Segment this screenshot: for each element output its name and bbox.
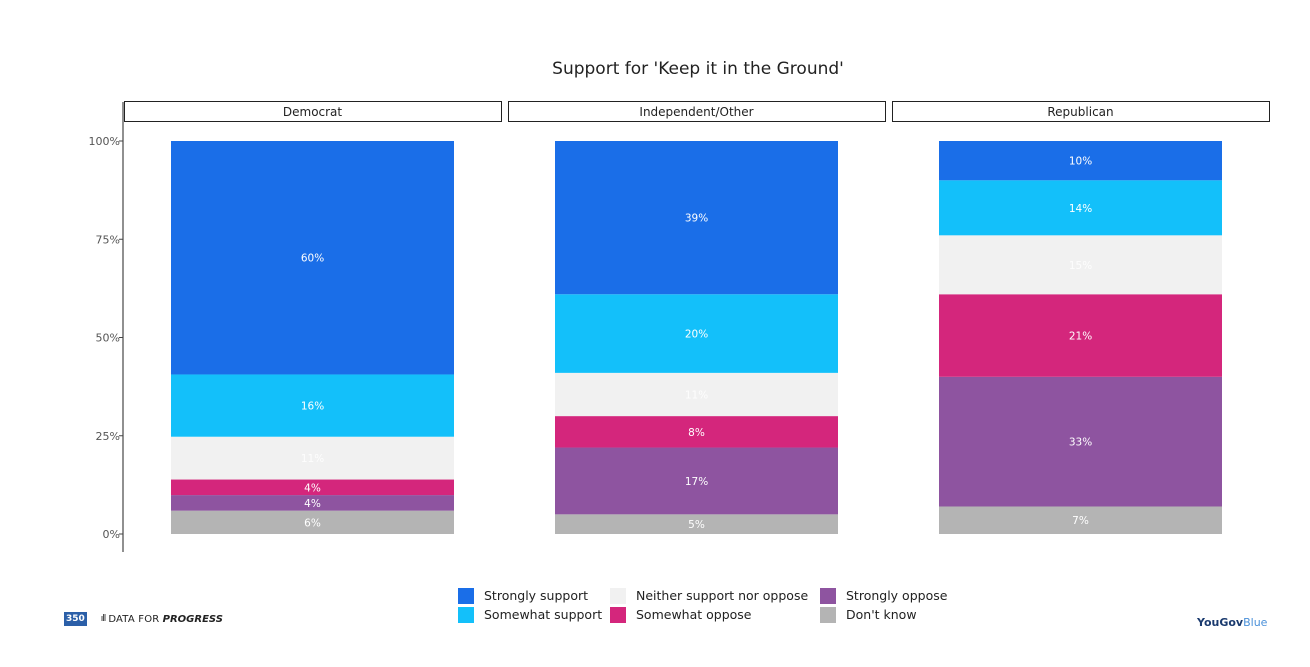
facet-header xyxy=(124,101,502,122)
bar-segment xyxy=(555,372,838,417)
data-label: 16% xyxy=(301,401,324,413)
blue-text: Blue xyxy=(1243,616,1268,629)
data-for-progress-text: DATA FOR xyxy=(108,613,160,625)
bar-segment xyxy=(939,141,1222,181)
legend-label: Somewhat support xyxy=(484,607,603,622)
bar-segment xyxy=(555,294,838,373)
legend: Strongly support Neither support nor opp… xyxy=(458,587,960,623)
data-label: 4% xyxy=(304,482,321,494)
legend-swatch xyxy=(458,606,474,623)
legend-label: Strongly support xyxy=(484,588,589,603)
data-label: 11% xyxy=(685,389,708,401)
bar-segment xyxy=(171,141,454,375)
legend-label: Don't know xyxy=(846,607,917,622)
legend-item-dont-know: Don't know xyxy=(820,606,960,623)
legend-swatch xyxy=(458,587,474,604)
bar-segment xyxy=(939,180,1222,236)
data-label: 60% xyxy=(301,253,324,265)
footer-logos: 350 ıll DATA FOR PROGRESS xyxy=(64,612,223,626)
y-tick-label: 100% xyxy=(89,135,120,148)
bar-segment xyxy=(555,447,838,515)
legend-item-neither: Neither support nor oppose xyxy=(610,587,820,604)
data-label: 8% xyxy=(688,427,705,439)
legend-swatch xyxy=(610,587,626,604)
chart-title: Support for 'Keep it in the Ground' xyxy=(552,59,844,79)
data-label: 11% xyxy=(301,453,324,465)
data-label: 33% xyxy=(1069,437,1092,449)
legend-swatch xyxy=(610,606,626,623)
data-label: 14% xyxy=(1069,203,1092,215)
facet-label: Democrat xyxy=(283,105,343,119)
legend-item-strongly-oppose: Strongly oppose xyxy=(820,587,960,604)
legend-swatch xyxy=(820,587,836,604)
legend-label: Neither support nor oppose xyxy=(636,588,809,603)
data-label: 15% xyxy=(1069,260,1092,272)
facet-header xyxy=(892,101,1270,122)
bar-segment xyxy=(939,235,1222,295)
y-tick-label: 75% xyxy=(96,233,120,246)
bar-segment xyxy=(555,141,838,295)
bar-segment xyxy=(171,495,454,511)
legend-label: Somewhat oppose xyxy=(636,607,752,622)
data-for-progress-icon: ıll xyxy=(100,614,106,624)
data-label: 4% xyxy=(304,498,321,510)
data-label: 10% xyxy=(1069,156,1092,168)
facet-label: Independent/Other xyxy=(639,105,753,119)
bar-segment xyxy=(171,479,454,496)
y-tick-label: 50% xyxy=(96,332,120,345)
bar-segment xyxy=(555,514,838,534)
data-label: 21% xyxy=(1069,331,1092,343)
legend-item-strongly-support: Strongly support xyxy=(458,587,610,604)
bar-segment xyxy=(939,376,1222,507)
legend-swatch xyxy=(820,606,836,623)
legend-label: Strongly oppose xyxy=(846,588,948,603)
bar-segment xyxy=(555,416,838,448)
y-tick-label: 25% xyxy=(96,430,120,443)
legend-item-somewhat-support: Somewhat support xyxy=(458,606,610,623)
yougov-text: YouGov xyxy=(1197,616,1244,629)
legend-item-somewhat-oppose: Somewhat oppose xyxy=(610,606,820,623)
logo-350-action: 350 xyxy=(64,612,87,626)
data-label: 5% xyxy=(688,519,705,531)
yougov-blue-logo: YouGovBlue xyxy=(1197,616,1267,629)
bar-segment xyxy=(939,294,1222,377)
data-label: 17% xyxy=(685,476,708,488)
facet-header xyxy=(508,101,886,122)
bar-segment xyxy=(171,436,454,480)
data-label: 20% xyxy=(685,329,708,341)
data-label: 39% xyxy=(685,213,708,225)
bar-segment xyxy=(939,506,1222,534)
facet-label: Republican xyxy=(1047,105,1113,119)
data-label: 6% xyxy=(304,517,321,529)
y-tick-label: 0% xyxy=(103,528,120,541)
bar-segment xyxy=(171,510,454,534)
bar-segment xyxy=(171,374,454,437)
data-label: 7% xyxy=(1072,515,1089,527)
data-for-progress-strong: PROGRESS xyxy=(162,613,223,625)
